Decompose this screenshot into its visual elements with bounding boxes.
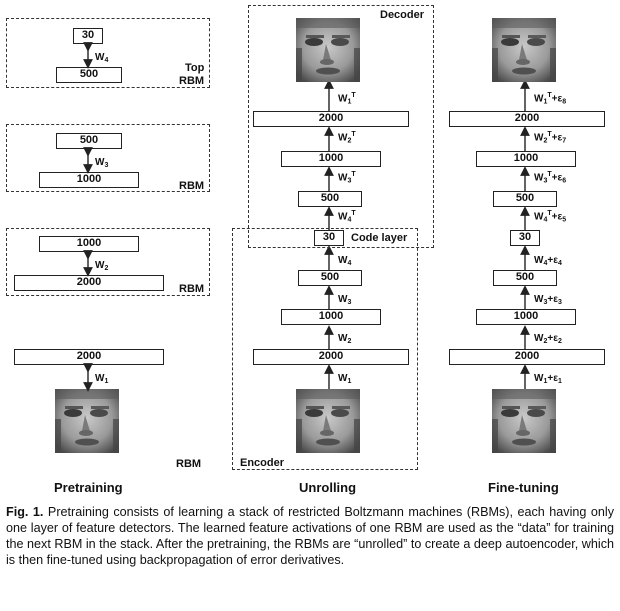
weight-label: W4T [338,210,356,224]
weight-label: W4T+ε5 [534,210,567,224]
weight-label: W4 [95,52,109,64]
layer-2000: 2000 [253,111,409,127]
caption-label: Fig. 1. [6,505,44,519]
layer-500: 500 [493,270,557,286]
code-layer-30: 30 [510,230,540,246]
rbm-2-frame [6,228,210,296]
rbm-top-frame [6,18,210,88]
pretraining-title: Pretraining [54,480,123,495]
finetuning-title: Fine-tuning [488,480,559,495]
weight-label: W4 [338,255,352,267]
code-layer-30: 30 [314,230,344,246]
layer-1000: 1000 [281,309,381,325]
weight-label: W1T+ε8 [534,92,567,106]
weight-label: W2T [338,131,356,145]
input-face-image [55,389,119,453]
weight-label: W2 [95,260,109,272]
input-face-image [492,389,556,453]
weight-label: W1+ε1 [534,373,562,385]
layer-2000: 2000 [14,349,164,365]
input-face-image [296,389,360,453]
weight-label: W1 [338,373,352,385]
rbm-2-label: RBM [179,283,205,295]
encoder-frame [232,228,418,470]
figure-caption: Fig. 1. Pretraining consists of learning… [6,504,614,568]
layer-500: 500 [56,133,122,149]
rbm-3-label: RBM [179,180,205,192]
weight-label: W2+ε2 [534,333,562,345]
autoencoder-figure: 30 500 W4 Top RBM 500 1000 W3 RBM 1000 2… [6,5,605,495]
decoder-frame [248,5,434,248]
layer-1000: 1000 [281,151,381,167]
layer-1000: 1000 [39,236,139,252]
layer-500: 500 [298,270,362,286]
code-layer-label: Code layer [351,232,408,244]
reconstructed-face-image [492,18,556,82]
weight-label: W3+ε3 [534,294,562,306]
layer-500: 500 [56,67,122,83]
weight-label: W3T+ε6 [534,171,567,185]
weight-label: W2T+ε7 [534,131,567,145]
rbm-top-label-line2: RBM [179,75,205,87]
layer-2000: 2000 [449,349,605,365]
layer-2000: 2000 [449,111,605,127]
layer-2000: 2000 [14,275,164,291]
layer-500: 500 [493,191,557,207]
rbm-top-label-line1: Top [185,62,205,74]
decoder-label: Decoder [380,9,425,21]
unrolling-title: Unrolling [299,480,357,495]
layer-30: 30 [73,28,103,44]
weight-label: W3 [338,294,352,306]
layer-2000: 2000 [253,349,409,365]
weight-label: W1T [338,92,356,106]
weight-label: W1 [95,373,109,385]
encoder-label: Encoder [240,457,285,469]
layer-500: 500 [298,191,362,207]
weight-label: W3T [338,171,356,185]
weight-label: W3 [95,157,109,169]
reconstructed-face-image [296,18,360,82]
rbm-1-label: RBM [176,458,202,470]
weight-label: W2 [338,333,352,345]
caption-text: Pretraining consists of learning a stack… [6,505,615,567]
layer-1000: 1000 [476,151,576,167]
rbm-3-frame [6,124,210,192]
layer-1000: 1000 [476,309,576,325]
weight-label: W4+ε4 [534,255,562,267]
layer-1000: 1000 [39,172,139,188]
